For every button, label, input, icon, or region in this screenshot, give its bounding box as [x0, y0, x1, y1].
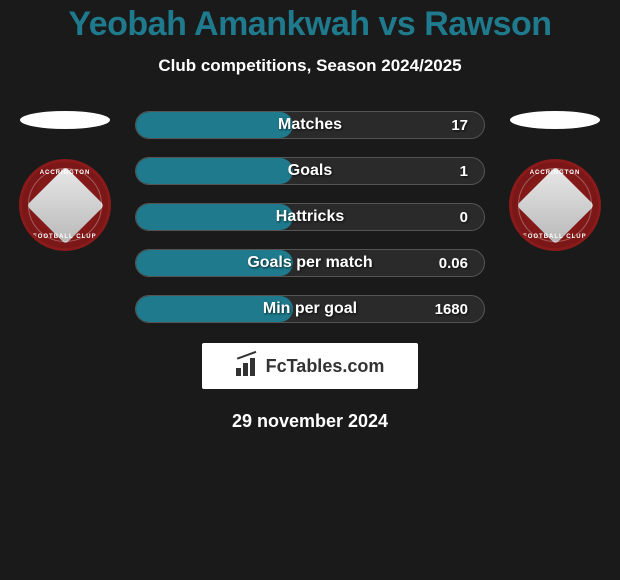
stat-value: 0.06 — [439, 255, 468, 272]
badge-text-icon: ACCRINGTON — [530, 170, 581, 176]
right-ellipse-icon — [510, 111, 600, 129]
date-label: 29 november 2024 — [0, 411, 620, 432]
bar-chart-icon — [236, 356, 260, 376]
right-player-col: ACCRINGTON FOOTBALL CLUB — [505, 111, 605, 251]
left-player-col: ACCRINGTON FOOTBALL CLUB — [15, 111, 115, 251]
fctables-logo: FcTables.com — [202, 343, 418, 389]
stat-label: Matches — [278, 116, 342, 134]
left-club-badge: ACCRINGTON FOOTBALL CLUB — [19, 159, 111, 251]
logo-text: FcTables.com — [266, 356, 385, 377]
stat-label: Min per goal — [263, 300, 357, 318]
stat-label: Hattricks — [276, 208, 344, 226]
stat-fill — [136, 204, 293, 230]
stat-value: 1 — [460, 163, 468, 180]
left-ellipse-icon — [20, 111, 110, 129]
badge-text-icon: ACCRINGTON — [40, 170, 91, 176]
badge-text-icon: FOOTBALL CLUB — [33, 234, 97, 240]
stats-column: Matches 17 Goals 1 Hattricks 0 Goals per… — [135, 111, 485, 323]
stat-bar-matches: Matches 17 — [135, 111, 485, 139]
stat-bar-goals: Goals 1 — [135, 157, 485, 185]
badge-text-icon: FOOTBALL CLUB — [523, 234, 587, 240]
stat-value: 0 — [460, 209, 468, 226]
right-club-badge: ACCRINGTON FOOTBALL CLUB — [509, 159, 601, 251]
stat-bar-min-per-goal: Min per goal 1680 — [135, 295, 485, 323]
stat-value: 1680 — [435, 301, 468, 318]
stat-bar-goals-per-match: Goals per match 0.06 — [135, 249, 485, 277]
stat-fill — [136, 158, 293, 184]
stat-fill — [136, 112, 293, 138]
comparison-card: Yeobah Amankwah vs Rawson Club competiti… — [0, 0, 620, 432]
stat-label: Goals per match — [247, 254, 372, 272]
stat-bar-hattricks: Hattricks 0 — [135, 203, 485, 231]
main-content: ACCRINGTON FOOTBALL CLUB Matches 17 Goal… — [0, 111, 620, 323]
page-title: Yeobah Amankwah vs Rawson — [0, 5, 620, 44]
subtitle: Club competitions, Season 2024/2025 — [0, 56, 620, 76]
stat-value: 17 — [451, 117, 468, 134]
stat-label: Goals — [288, 162, 332, 180]
